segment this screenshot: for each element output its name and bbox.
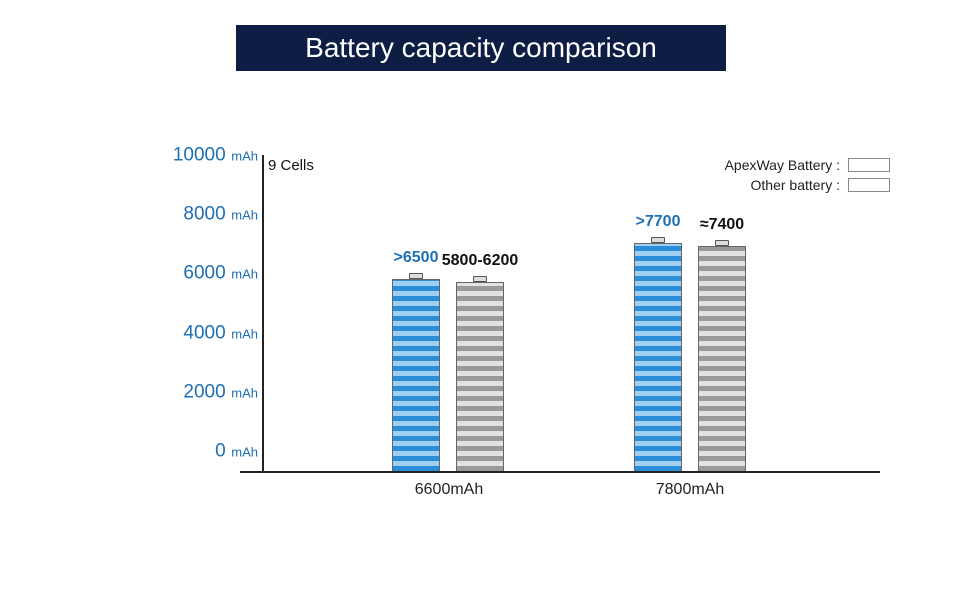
bar-value-label: >6500 [394,249,439,267]
bar-other [456,282,504,471]
y-tick: 8000 mAh [183,205,258,224]
bar-apex [392,279,440,471]
legend-apex-label: ApexWay Battery : [725,157,840,173]
battery-cap-icon [651,237,665,243]
legend-apex-swatch [848,158,890,172]
chart: 9 Cells ApexWay Battery : Other battery … [150,155,890,515]
y-tick-unit: mAh [228,208,258,223]
bar-value-label: 5800-6200 [442,252,519,270]
y-tick: 2000 mAh [183,382,258,401]
y-tick-unit: mAh [228,149,258,164]
y-tick-value: 10000 [173,145,226,166]
y-tick-value: 8000 [183,204,225,225]
y-tick-value: 6000 [183,263,225,284]
y-tick: 10000 mAh [173,146,258,165]
battery-cap-icon [409,273,423,279]
bar-value-label: ≈7400 [700,216,744,234]
y-tick-unit: mAh [228,445,258,460]
plot-area: >65005800-6200 >7700 ≈7400 [264,175,880,471]
bar-value-label: >7700 [636,213,681,231]
y-tick-value: 0 [215,441,226,462]
y-tick-value: 4000 [183,322,225,343]
y-tick: 6000 mAh [183,264,258,283]
legend-row-apex: ApexWay Battery : [725,155,890,175]
cells-label: 9 Cells [268,157,314,174]
y-tick: 4000 mAh [183,323,258,342]
y-tick-value: 2000 [183,381,225,402]
y-tick-unit: mAh [228,385,258,400]
y-tick-unit: mAh [228,326,258,341]
x-axis-line [240,471,880,473]
title-banner: Battery capacity comparison [236,25,726,71]
title-text: Battery capacity comparison [305,32,657,64]
group-label: 6600mAh [415,481,484,499]
y-tick: 0 mAh [215,442,258,461]
y-tick-unit: mAh [228,267,258,282]
y-axis: 10000 mAh8000 mAh6000 mAh4000 mAh2000 mA… [150,175,258,470]
group-label: 7800mAh [656,481,725,499]
battery-cap-icon [473,276,487,282]
battery-cap-icon [715,240,729,246]
bar-apex [634,243,682,471]
bar-other [698,246,746,471]
